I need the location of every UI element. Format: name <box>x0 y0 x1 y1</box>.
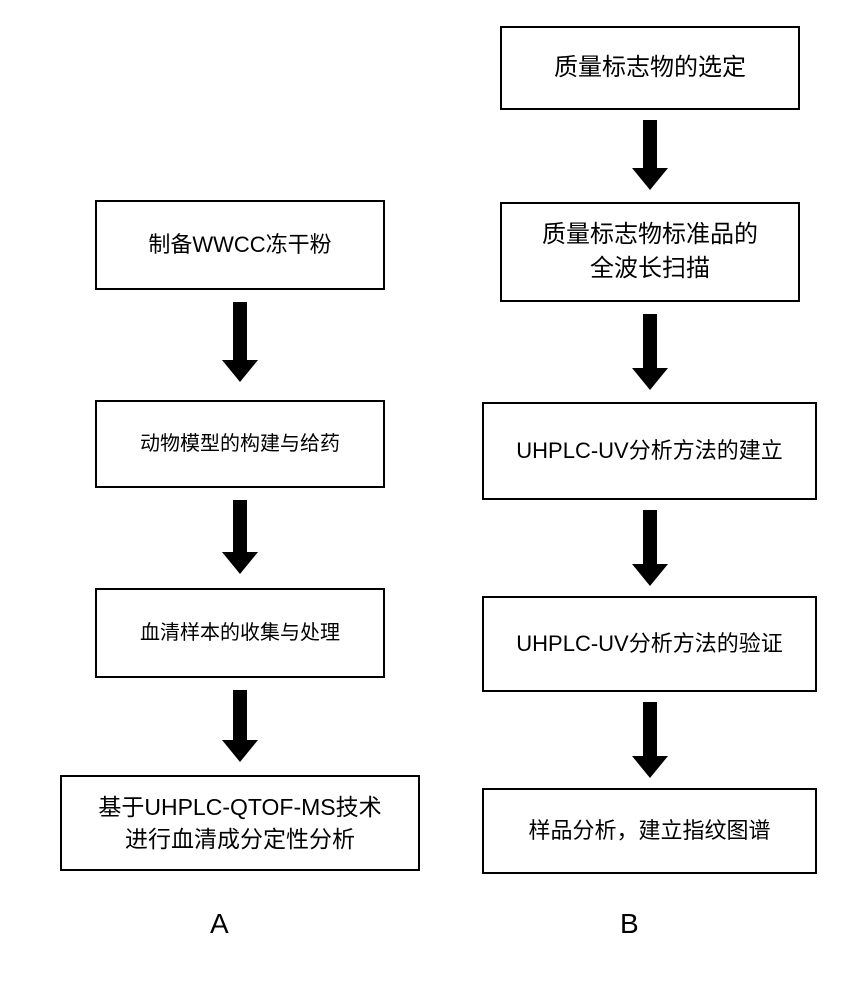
column-b-label: B <box>620 908 639 940</box>
arrow-a-1-head <box>222 360 258 382</box>
box-a-4-text: 基于UHPLC-QTOF-MS技术 进行血清成分定性分析 <box>98 791 381 855</box>
column-a: 制备WWCC冻干粉 动物模型的构建与给药 血清样本的收集与处理 基于UHPLC-… <box>60 0 420 880</box>
box-b-1-text: 质量标志物的选定 <box>554 51 746 85</box>
flowchart-canvas: 制备WWCC冻干粉 动物模型的构建与给药 血清样本的收集与处理 基于UHPLC-… <box>0 0 868 1000</box>
arrow-a-3-head <box>222 740 258 762</box>
arrow-b-4-head <box>632 756 668 778</box>
arrow-b-1 <box>632 120 668 190</box>
box-b-3: UHPLC-UV分析方法的建立 <box>482 402 817 500</box>
arrow-a-1-shaft <box>233 302 247 360</box>
box-a-1: 制备WWCC冻干粉 <box>95 200 385 290</box>
box-b-4: UHPLC-UV分析方法的验证 <box>482 596 817 692</box>
arrow-a-3-shaft <box>233 690 247 740</box>
arrow-b-4-shaft <box>643 702 657 756</box>
arrow-b-2-head <box>632 368 668 390</box>
box-b-5-text: 样品分析，建立指纹图谱 <box>528 816 770 847</box>
box-a-4: 基于UHPLC-QTOF-MS技术 进行血清成分定性分析 <box>60 775 420 871</box>
box-b-2: 质量标志物标准品的 全波长扫描 <box>500 202 800 302</box>
arrow-b-3-head <box>632 564 668 586</box>
arrow-b-3 <box>632 510 668 586</box>
box-a-3-text: 血清样本的收集与处理 <box>140 619 340 647</box>
arrow-a-2-head <box>222 552 258 574</box>
box-b-1: 质量标志物的选定 <box>500 26 800 110</box>
box-a-1-text: 制备WWCC冻干粉 <box>148 230 331 261</box>
box-b-3-text: UHPLC-UV分析方法的建立 <box>516 436 782 467</box>
arrow-b-2-shaft <box>643 314 657 368</box>
arrow-b-1-head <box>632 168 668 190</box>
arrow-b-2 <box>632 314 668 390</box>
box-a-2-text: 动物模型的构建与给药 <box>140 430 340 458</box>
column-a-label: A <box>210 908 229 940</box>
arrow-a-2 <box>222 500 258 574</box>
box-a-2: 动物模型的构建与给药 <box>95 400 385 488</box>
box-b-5: 样品分析，建立指纹图谱 <box>482 788 817 874</box>
column-b: 质量标志物的选定 质量标志物标准品的 全波长扫描 UHPLC-UV分析方法的建立… <box>480 0 820 880</box>
box-b-2-text: 质量标志物标准品的 全波长扫描 <box>542 218 758 285</box>
arrow-a-3 <box>222 690 258 762</box>
column-b-label-text: B <box>620 908 639 939</box>
arrow-a-1 <box>222 302 258 382</box>
box-b-4-text: UHPLC-UV分析方法的验证 <box>516 629 782 660</box>
arrow-b-1-shaft <box>643 120 657 168</box>
arrow-b-3-shaft <box>643 510 657 564</box>
column-a-label-text: A <box>210 908 229 939</box>
arrow-a-2-shaft <box>233 500 247 552</box>
arrow-b-4 <box>632 702 668 778</box>
box-a-3: 血清样本的收集与处理 <box>95 588 385 678</box>
